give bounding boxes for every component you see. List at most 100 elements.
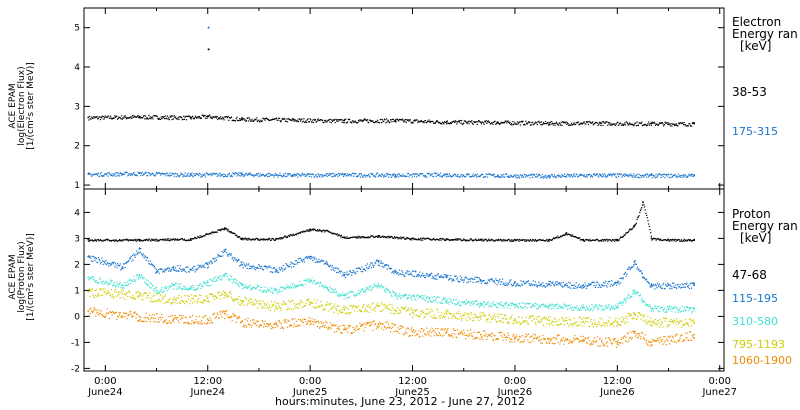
data-point (372, 121, 375, 124)
data-point (323, 231, 325, 233)
data-point (362, 268, 364, 271)
data-point (553, 308, 555, 310)
data-point (622, 175, 624, 177)
data-point (500, 174, 502, 176)
data-point (385, 264, 387, 267)
data-point (497, 306, 499, 309)
data-point (381, 235, 384, 238)
data-point (391, 121, 393, 123)
data-point (533, 174, 535, 176)
data-point (274, 271, 276, 273)
data-point (118, 116, 120, 118)
data-point (598, 307, 600, 309)
data-point (244, 237, 246, 239)
data-point (574, 236, 576, 238)
data-point (186, 289, 188, 291)
data-point (440, 122, 442, 125)
data-point (557, 307, 560, 310)
data-point (199, 235, 201, 237)
data-point (363, 236, 365, 238)
data-point (653, 308, 655, 310)
data-point (324, 174, 326, 176)
data-point (467, 301, 469, 303)
data-point (480, 282, 482, 284)
data-point (366, 119, 368, 121)
data-point (457, 239, 459, 241)
data-point (131, 260, 133, 262)
data-point (647, 220, 649, 222)
data-point (281, 118, 283, 120)
data-point (454, 275, 457, 277)
data-point (631, 293, 633, 295)
data-point (521, 302, 523, 304)
data-point (295, 120, 297, 122)
data-point (446, 120, 448, 122)
data-point (570, 122, 573, 125)
data-point (243, 304, 246, 306)
data-point (239, 236, 241, 238)
data-point (656, 238, 659, 240)
data-point (590, 284, 592, 286)
data-point (665, 240, 668, 242)
data-point (330, 122, 332, 124)
data-point (416, 119, 418, 121)
data-point (349, 291, 351, 294)
data-point (521, 120, 523, 123)
data-point (386, 237, 388, 239)
data-point (292, 299, 294, 302)
data-point (655, 308, 657, 310)
data-point (349, 173, 351, 176)
data-point (328, 231, 330, 233)
data-point (393, 272, 395, 274)
data-point (244, 296, 246, 299)
data-point (417, 121, 419, 124)
data-point (294, 263, 296, 265)
data-point (489, 278, 491, 280)
data-point (413, 120, 415, 122)
data-point (164, 173, 166, 175)
data-point (353, 294, 355, 296)
data-point (568, 175, 570, 177)
data-point (286, 236, 289, 239)
data-point (402, 295, 405, 298)
data-point (491, 122, 493, 124)
data-point (434, 300, 436, 302)
data-point (196, 269, 198, 271)
data-point (267, 238, 270, 240)
data-point (432, 301, 434, 303)
data-point (479, 279, 482, 281)
data-point (114, 284, 116, 286)
data-point (452, 279, 454, 281)
data-point (646, 278, 648, 280)
data-point (507, 282, 509, 284)
data-point (386, 268, 388, 270)
data-point (125, 262, 127, 264)
data-point (323, 263, 325, 265)
data-point (631, 228, 633, 230)
data-point (184, 286, 186, 288)
data-point (537, 308, 539, 310)
data-point (359, 267, 361, 270)
data-point (420, 120, 422, 122)
data-point (465, 299, 467, 301)
data-point (262, 290, 264, 292)
data-point (205, 262, 207, 264)
data-point (428, 275, 431, 277)
data-point (626, 273, 628, 275)
data-point (374, 236, 376, 239)
data-point (355, 122, 358, 124)
data-point (556, 174, 558, 177)
data-point (489, 239, 491, 241)
data-point (650, 174, 653, 177)
data-point (551, 122, 553, 124)
data-point (427, 275, 429, 277)
data-point (386, 288, 388, 291)
data-point (323, 121, 325, 124)
data-point (306, 257, 308, 259)
data-point (213, 231, 215, 233)
data-point (524, 174, 526, 176)
series-115-195 (87, 247, 696, 290)
data-point (590, 283, 592, 285)
data-point (641, 272, 643, 274)
data-point (232, 260, 235, 262)
